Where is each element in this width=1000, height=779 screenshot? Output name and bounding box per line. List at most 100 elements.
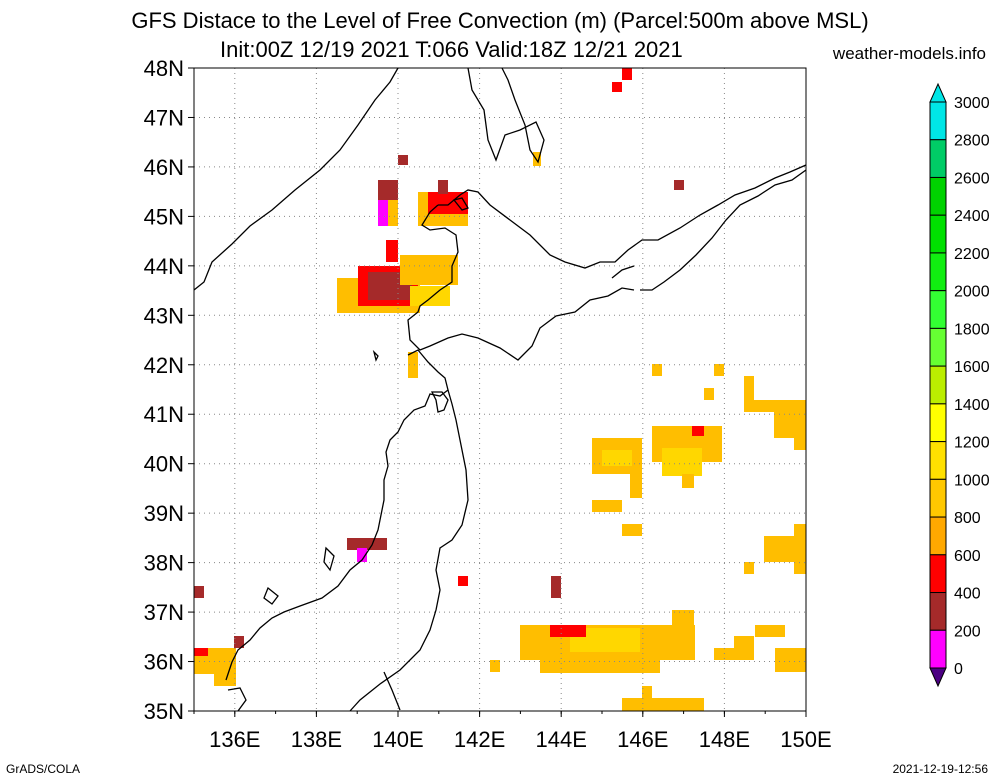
footer-timestamp: 2021-12-19-12:56 — [892, 762, 988, 776]
coastlines — [193, 67, 807, 712]
colorbar-segment — [929, 101, 947, 141]
colorbar-segment — [929, 365, 947, 405]
colorbar: 3000280026002400220020001800160014001200… — [929, 82, 990, 688]
lat-tick-label: 39N — [144, 501, 184, 526]
field-cell — [533, 152, 541, 166]
colorbar-segment — [929, 516, 947, 556]
field-cell — [214, 672, 236, 686]
field-cell — [551, 576, 561, 598]
field-cell — [652, 364, 662, 376]
field-cell — [704, 388, 714, 400]
lfc-field — [194, 68, 806, 711]
field-cell — [622, 698, 704, 711]
field-cell — [378, 200, 388, 226]
lat-tick-label: 48N — [144, 56, 184, 81]
field-cell — [458, 576, 468, 586]
lon-tick-label: 140E — [372, 727, 423, 752]
field-cell — [550, 625, 586, 637]
field-cell — [612, 82, 622, 92]
lat-tick-label: 44N — [144, 254, 184, 279]
field-cell — [386, 240, 398, 262]
field-cell — [602, 450, 632, 466]
field-cell — [734, 636, 754, 650]
colorbar-segment — [929, 327, 947, 367]
field-cell — [642, 686, 652, 698]
field-cell — [540, 655, 660, 673]
map-subtitle: Init:00Z 12/19 2021 T:066 Valid:18Z 12/2… — [220, 37, 683, 62]
lat-tick-label: 43N — [144, 303, 184, 328]
colorbar-label: 1600 — [954, 359, 990, 376]
lat-tick-label: 38N — [144, 551, 184, 576]
field-cell — [794, 436, 806, 450]
field-cell — [692, 426, 704, 436]
colorbar-label: 600 — [954, 548, 981, 565]
field-cell — [714, 648, 754, 660]
field-cell — [744, 562, 754, 574]
field-cell — [622, 68, 632, 80]
lat-tick-label: 42N — [144, 353, 184, 378]
lat-tick-label: 46N — [144, 155, 184, 180]
colorbar-segment — [929, 554, 947, 594]
colorbar-segment — [929, 629, 947, 669]
colorbar-segment — [929, 214, 947, 254]
field-cell — [438, 180, 448, 194]
lon-tick-label: 146E — [617, 727, 668, 752]
colorbar-label: 800 — [954, 510, 981, 527]
lat-tick-label: 40N — [144, 452, 184, 477]
colorbar-label: 2800 — [954, 133, 990, 150]
colorbar-segment — [929, 252, 947, 292]
lat-tick-label: 47N — [144, 105, 184, 130]
colorbar-label: 1200 — [954, 435, 990, 452]
field-cell — [194, 586, 204, 598]
colorbar-label: 0 — [954, 661, 963, 678]
lon-tick-label: 142E — [454, 727, 505, 752]
colorbar-label: 1400 — [954, 397, 990, 414]
lat-tick-label: 37N — [144, 600, 184, 625]
field-cell — [630, 474, 642, 498]
graticule — [194, 68, 806, 711]
colorbar-label: 400 — [954, 586, 981, 603]
lon-tick-label: 136E — [209, 727, 260, 752]
field-cell — [398, 155, 408, 165]
field-cell — [794, 524, 806, 574]
site-credit: weather-models.info — [832, 44, 986, 63]
field-cell — [400, 255, 458, 285]
field-cell — [490, 660, 500, 672]
lat-tick-label: 36N — [144, 650, 184, 675]
field-cell — [662, 448, 702, 476]
colorbar-segment — [929, 176, 947, 216]
lon-tick-label: 150E — [780, 727, 831, 752]
colorbar-segment — [929, 441, 947, 480]
colorbar-label: 2200 — [954, 246, 990, 263]
colorbar-segment — [929, 403, 947, 443]
map-frame — [193, 67, 807, 712]
latitude-axis: 48N 47N 46N 45N 44N 43N 42N 41N 40N 39N 38N 37N 36N 3… — [144, 56, 194, 724]
field-cell — [744, 376, 754, 412]
field-cell — [408, 352, 418, 378]
field-cell — [357, 548, 367, 562]
colorbar-label: 200 — [954, 623, 981, 640]
map-background — [194, 68, 806, 711]
field-cell — [428, 192, 468, 214]
field-cell — [682, 474, 694, 488]
lat-tick-label: 45N — [144, 204, 184, 229]
colorbar-label: 1800 — [954, 321, 990, 338]
field-cell — [378, 180, 398, 200]
colorbar-segment — [929, 592, 947, 631]
field-cell — [410, 286, 450, 306]
longitude-axis: 136E 138E 140E 142E 144E 146E 148E 150E — [193, 711, 832, 752]
lon-tick-label: 144E — [536, 727, 587, 752]
field-cell — [714, 364, 724, 376]
field-cell — [592, 500, 622, 512]
field-cell — [775, 648, 806, 672]
colorbar-segment — [929, 139, 947, 178]
colorbar-label: 3000 — [954, 95, 990, 112]
colorbar-label: 1000 — [954, 472, 990, 489]
field-cell — [672, 610, 694, 630]
colorbar-label: 2600 — [954, 170, 990, 187]
field-cell — [347, 538, 387, 550]
colorbar-max-arrow — [929, 82, 947, 103]
colorbar-segment — [929, 290, 947, 329]
colorbar-segment — [929, 478, 947, 518]
